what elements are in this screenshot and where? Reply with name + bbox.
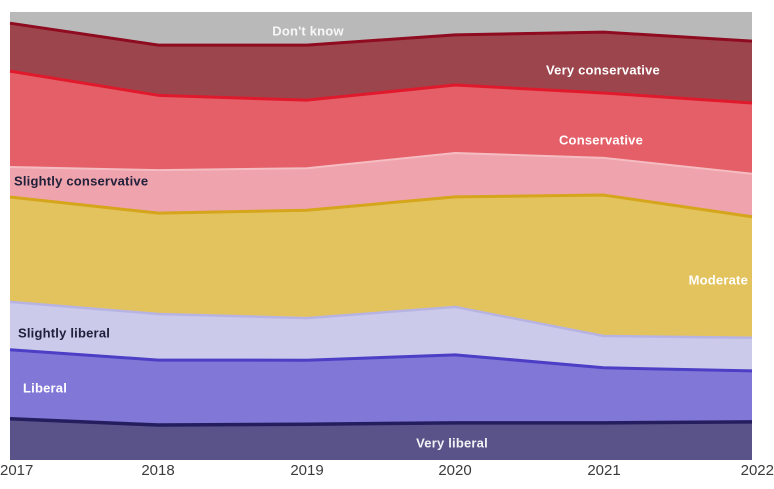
band-top-line-slightly-liberal bbox=[9, 300, 753, 339]
x-axis-tick-2020: 2020 bbox=[438, 462, 472, 479]
x-axis-tick-2022: 2022 bbox=[740, 462, 774, 479]
area-band-slightly-liberal bbox=[10, 301, 752, 371]
band-label-dont-know: Don't know bbox=[272, 23, 344, 39]
band-label-slightly-liberal: Slightly liberal bbox=[18, 325, 111, 341]
band-label-moderate: Moderate bbox=[688, 272, 748, 288]
x-axis-tick-2019: 2019 bbox=[290, 462, 324, 479]
band-top-line-liberal bbox=[9, 348, 753, 373]
x-axis-tick-2021: 2021 bbox=[587, 462, 621, 479]
band-label-slightly-conservative: Slightly conservative bbox=[14, 173, 149, 189]
area-band-liberal bbox=[10, 349, 752, 426]
area-band-don-t-know bbox=[10, 12, 752, 46]
area-band-very-conservative bbox=[10, 23, 752, 103]
band-top-line-moderate bbox=[9, 193, 753, 219]
x-axis-tick-2018: 2018 bbox=[141, 462, 175, 479]
band-label-conservative: Conservative bbox=[558, 132, 644, 148]
area-band-very-liberal bbox=[10, 418, 752, 460]
band-top-line-slightly-conservative bbox=[9, 151, 753, 175]
band-label-very-conservative: Very conservative bbox=[546, 62, 660, 78]
band-top-line-very-liberal bbox=[9, 417, 753, 427]
band-label-very-liberal: Very liberal bbox=[416, 435, 488, 451]
band-label-liberal: Liberal bbox=[23, 380, 68, 396]
band-top-line-very-conservative bbox=[9, 21, 753, 47]
x-axis-tick-2017: 2017 bbox=[0, 462, 34, 479]
area-band-slightly-conservative bbox=[10, 152, 752, 217]
area-band-moderate bbox=[10, 195, 752, 338]
band-top-line-conservative bbox=[9, 69, 753, 105]
